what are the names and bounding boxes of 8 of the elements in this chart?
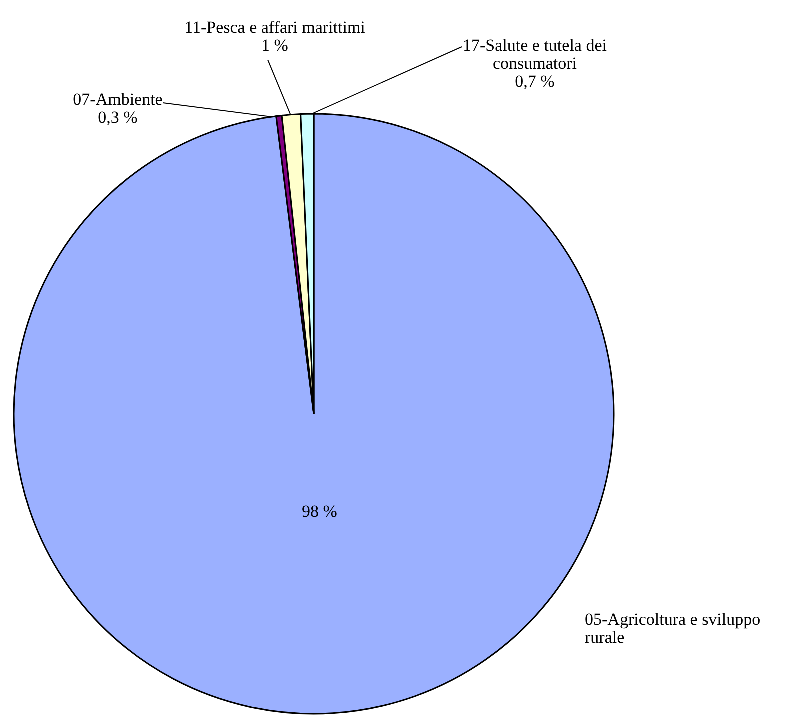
data-label: 1 %: [262, 36, 288, 55]
data-label: 98 %: [302, 502, 338, 521]
slice-label: 17-Salute e tutela dei consumatori: [463, 36, 608, 73]
slice-label: 11-Pesca e affari marittimi: [184, 18, 366, 37]
slice-label: 07-Ambiente: [73, 90, 163, 109]
data-label: 0,3 %: [98, 108, 138, 127]
slice-label: 05-Agricoltura e sviluppo rurale: [585, 610, 761, 647]
data-label: 0,7 %: [515, 72, 555, 91]
